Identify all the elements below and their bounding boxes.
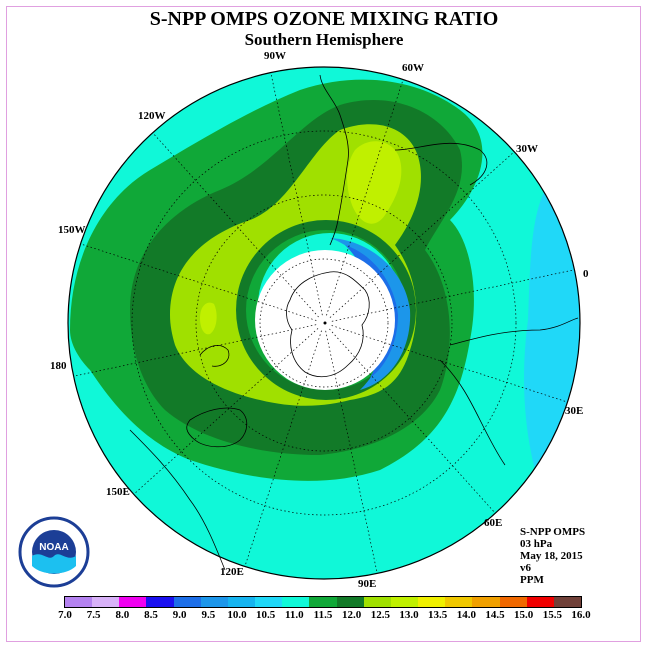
coastlines (129, 74, 579, 571)
graticule (131, 130, 517, 516)
colorbar-swatch (282, 597, 310, 607)
noaa-logo: NOAA (18, 516, 90, 588)
lon-label-120w: 120W (138, 110, 166, 122)
south-pole-marker (323, 321, 327, 325)
lon-label-150e: 150E (106, 486, 130, 498)
lon-label-120e: 120E (220, 566, 244, 578)
region-low-east (524, 190, 580, 470)
meridian-line (73, 324, 317, 377)
colorbar-tick-label: 8.5 (144, 609, 158, 621)
colorbar-tick-label: 13.0 (399, 609, 419, 621)
colorbar-swatch (200, 597, 228, 607)
page-title: S-NPP OMPS OZONE MIXING RATIO (149, 8, 499, 30)
colorbar-swatch (65, 597, 93, 607)
colorbar-tick-label: 11.0 (285, 609, 304, 621)
meridian-line (152, 132, 319, 318)
colorbar-tick-label: 14.5 (485, 609, 505, 621)
colorbar-swatch (390, 597, 419, 607)
meridian-line (329, 328, 496, 514)
region-13-west (200, 302, 217, 335)
info-satellite: S-NPP OMPS (520, 526, 586, 538)
colorbar-tick-label: 14.0 (456, 609, 476, 621)
colorbar-tick-label: 10.0 (227, 609, 247, 621)
colorbar-tick-label: 7.5 (86, 609, 101, 621)
polar-night (255, 250, 395, 390)
meridian-line (133, 328, 319, 495)
meridians (73, 72, 575, 574)
info-version: v6 (520, 562, 531, 574)
colorbar (64, 596, 582, 608)
colorbar-swatch (119, 597, 147, 607)
colorbar-swatch (336, 597, 364, 607)
meridian-line (331, 269, 575, 322)
lon-label-150w: 150W (58, 224, 86, 236)
meridian-line (331, 325, 568, 403)
colorbar-swatch (146, 597, 174, 607)
colorbar-tick-label: 13.5 (428, 609, 448, 621)
info-level: 03 hPa (520, 538, 553, 550)
colorbar-swatch (309, 597, 337, 607)
map-boundary (67, 66, 581, 580)
region-13-north (347, 141, 402, 224)
colorbar-tick-label: 9.0 (172, 609, 187, 621)
colorbar-tick-label: 12.0 (342, 609, 362, 621)
lon-label-90w: 90W (264, 50, 286, 62)
colorbar-tick-label: 10.5 (256, 609, 276, 621)
lon-label-60w: 60W (402, 62, 424, 74)
colorbar-tick-label: 11.5 (313, 609, 333, 621)
colorbar-swatch (472, 597, 500, 607)
meridian-line (244, 330, 322, 567)
lon-label-90e: 90E (358, 578, 377, 590)
lon-label-30w: 30W (516, 143, 538, 155)
colorbar-tick-label: 16.0 (571, 609, 591, 621)
colorbar-swatch (499, 597, 527, 607)
info-date: May 18, 2015 (520, 550, 583, 562)
colorbar-tick-label: 8.0 (115, 609, 130, 621)
meridian-line (329, 151, 515, 318)
colorbar-swatch (553, 597, 581, 607)
lon-label-0: 0 (583, 268, 589, 280)
colorbar-swatch (92, 597, 120, 607)
lon-label-30e: 30E (565, 405, 584, 417)
colorbar-swatch (418, 597, 446, 607)
ozone-field (68, 67, 580, 579)
logo-text: NOAA (39, 542, 68, 553)
colorbar-swatch (255, 597, 283, 607)
lon-label-180: 180 (50, 360, 67, 372)
colorbar-swatch (363, 597, 391, 607)
colorbar-tick-label: 15.5 (542, 609, 562, 621)
colorbar-swatch (227, 597, 256, 607)
meridian-line (80, 243, 317, 321)
meridian-line (270, 72, 323, 316)
colorbar-swatch (526, 597, 554, 607)
colorbar-tick-label: 12.5 (370, 609, 390, 621)
meridian-line (325, 330, 378, 574)
colorbar-swatch (445, 597, 473, 607)
lon-label-60e: 60E (484, 517, 503, 529)
colorbar-swatch (173, 597, 201, 607)
colorbar-tick-label: 9.5 (201, 609, 216, 621)
info-units: PPM (520, 574, 544, 586)
info-block: S-NPP OMPS 03 hPa May 18, 2015 v6 PPM (520, 526, 585, 586)
colorbar-tick-label: 7.0 (58, 609, 72, 621)
figure-border (6, 6, 641, 642)
colorbar-tick-label: 15.0 (514, 609, 534, 621)
meridian-line (326, 79, 404, 316)
page-subtitle: Southern Hemisphere (244, 30, 404, 49)
